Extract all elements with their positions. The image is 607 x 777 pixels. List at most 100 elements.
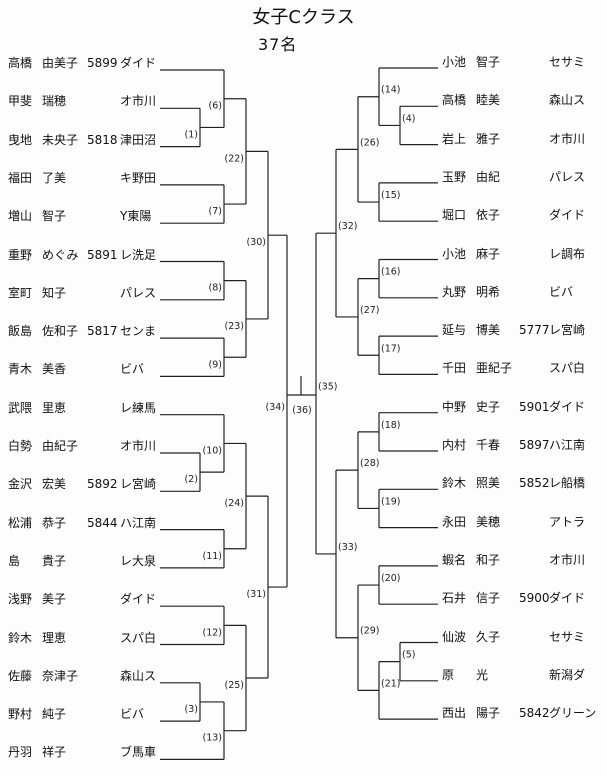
player-number: 5852: [519, 476, 550, 491]
player-surname: 曳地: [8, 132, 33, 147]
player-given: 雅子: [476, 131, 501, 146]
match-number-label: (12): [202, 627, 222, 638]
player-given: 由紀: [476, 169, 501, 184]
player-club: レ練馬: [120, 400, 157, 415]
player-number: 5891: [87, 247, 118, 262]
player-surname: 玉野: [442, 169, 467, 184]
player-surname: 金沢: [8, 477, 33, 492]
match-number-label: (16): [381, 267, 401, 278]
player-club: セサミ: [549, 629, 586, 644]
match-number-label: (8): [209, 283, 222, 294]
player-club: ビバ: [120, 707, 145, 722]
player-club: アトラ: [549, 514, 586, 529]
player-given: 信子: [476, 591, 501, 606]
player-given: 理恵: [42, 630, 67, 645]
match-number-label: (29): [360, 626, 380, 637]
player-number: 5901: [519, 399, 550, 414]
player-club: レ調布: [549, 246, 586, 261]
player-given: 睦美: [476, 93, 501, 108]
player-surname: 高橋: [8, 56, 33, 70]
player-given: 博美: [476, 323, 501, 338]
page-title: 女子Cクラス: [0, 3, 607, 29]
match-number-label: (2): [185, 474, 198, 485]
match-number-label: (23): [224, 321, 244, 332]
player-surname: 甲斐: [8, 94, 33, 109]
player-surname: 原: [442, 667, 455, 682]
player-surname: 中野: [442, 399, 467, 414]
player-number: 5842: [519, 706, 550, 721]
player-number: 5900: [519, 591, 550, 606]
player-surname: 室町: [8, 285, 33, 300]
player-surname: 石井: [442, 591, 467, 606]
player-surname: 小池: [442, 55, 467, 69]
match-number-label: (26): [360, 137, 380, 148]
match-number-label: (33): [338, 542, 358, 553]
player-given: 美穂: [476, 514, 501, 529]
player-club: センま: [120, 324, 157, 339]
player-surname: 千田: [442, 361, 467, 376]
player-club: ダイド: [549, 208, 586, 223]
player-surname: 野村: [8, 707, 33, 722]
player-club: ブ馬車: [120, 745, 157, 760]
player-club: 津田沼: [120, 132, 157, 147]
match-number-label: (25): [224, 680, 244, 691]
player-given: 亜紀子: [476, 361, 513, 376]
match-number-label: (14): [381, 85, 401, 96]
player-given: 和子: [476, 552, 501, 567]
player-club: ダイド: [549, 399, 586, 414]
player-given: 瑞穂: [42, 94, 67, 109]
player-surname: 白勢: [8, 439, 33, 453]
match-number-label: (17): [381, 343, 401, 354]
player-club: 森山ス: [120, 668, 157, 683]
player-surname: 仙波: [442, 629, 467, 644]
player-club: ダイド: [549, 591, 586, 606]
player-number: 5897: [519, 438, 550, 452]
player-surname: 岩上: [442, 131, 467, 146]
player-club: レ宮崎: [120, 477, 157, 492]
player-given: 照美: [476, 476, 501, 491]
match-number-label: (11): [202, 551, 222, 562]
player-surname: 丸野: [442, 284, 467, 299]
player-surname: 増山: [8, 209, 33, 224]
player-club: 森山ス: [549, 93, 586, 108]
player-given: 由紀子: [42, 439, 79, 453]
match-number-label: (5): [402, 650, 415, 661]
player-given: 美子: [42, 592, 67, 607]
player-given: 光: [476, 667, 489, 682]
player-club: レ大泉: [120, 553, 157, 568]
player-given: 純子: [42, 707, 67, 722]
player-given: 由美子: [42, 56, 79, 70]
player-number: 5844: [87, 515, 118, 530]
player-number: 5777: [519, 323, 550, 338]
player-club: オ市川: [120, 439, 157, 453]
player-given: 奈津子: [42, 668, 79, 683]
player-club: パレス: [120, 285, 157, 300]
player-club: ハ江南: [120, 515, 157, 530]
player-given: 貴子: [42, 553, 67, 568]
player-given: 智子: [42, 209, 67, 224]
player-club: Y東陽: [120, 209, 152, 224]
match-number-label: (36): [292, 405, 312, 416]
player-club: キ野田: [120, 170, 157, 185]
player-club: スパ白: [549, 361, 586, 376]
match-number-label: (31): [246, 589, 266, 600]
match-number-label: (3): [185, 704, 198, 715]
player-given: 祥子: [42, 745, 67, 760]
match-number-label: (13): [202, 733, 222, 744]
player-surname: 西出: [442, 706, 467, 721]
match-number-label: (19): [381, 496, 401, 507]
match-number-label: (27): [360, 305, 380, 316]
match-number-label: (28): [360, 458, 380, 469]
player-club: ダイド: [120, 56, 157, 70]
player-surname: 松浦: [8, 515, 33, 530]
player-given: 麻子: [476, 246, 501, 261]
player-club: セサミ: [549, 55, 586, 69]
player-surname: 島: [8, 553, 21, 568]
match-number-label: (35): [318, 382, 338, 393]
player-club: パレス: [549, 169, 586, 184]
participant-count: 37名: [258, 35, 298, 54]
player-surname: 堀口: [442, 208, 467, 223]
player-surname: 佐藤: [8, 668, 33, 683]
player-club: レ洗足: [120, 247, 157, 262]
